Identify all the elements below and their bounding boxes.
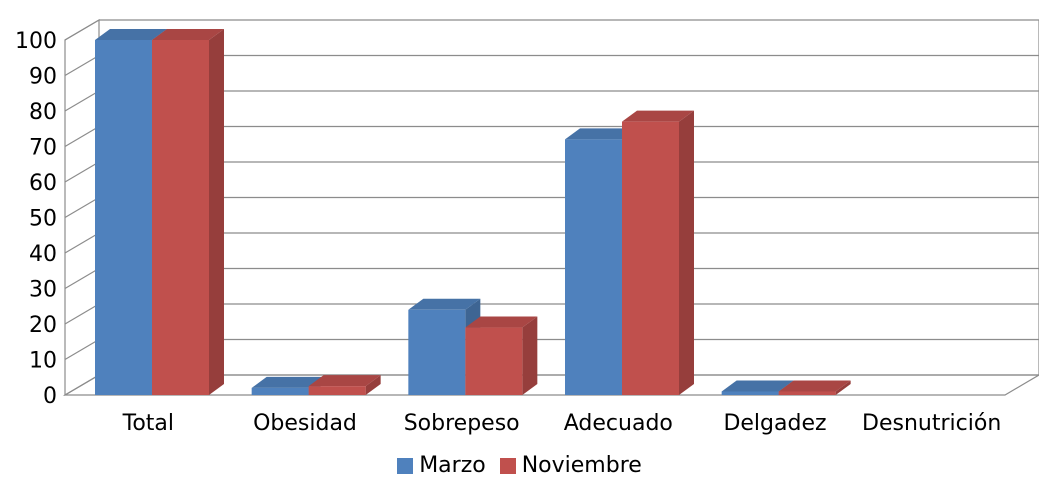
bar-side: [679, 110, 694, 396]
bar-top: [622, 110, 694, 122]
bar-front: [152, 40, 209, 395]
bar-noviembre-sobrepeso: [465, 316, 538, 395]
gridline-side: [64, 338, 100, 361]
y-tick-label: 20: [29, 313, 57, 338]
gridline-side: [64, 267, 100, 290]
bar-marzo-total: [95, 29, 167, 395]
y-tick-label: 60: [29, 171, 57, 196]
bar-noviembre-delgadez: [778, 380, 851, 395]
y-tick-label: 30: [29, 278, 57, 303]
bar-front: [308, 386, 366, 395]
bar-front: [565, 139, 622, 395]
bar-top: [95, 29, 167, 40]
bar-top: [408, 298, 481, 310]
y-axis-ticks: 0 10 20 30 40 50 60 70 80 90 100: [15, 29, 57, 409]
bar-noviembre-obesidad: [308, 375, 381, 395]
bar-side: [365, 375, 381, 395]
x-axis-categories: Total Obesidad Sobrepeso Adecuado Delgadez De…: [122, 411, 1002, 436]
y-tick-label: 10: [29, 349, 57, 374]
gridline-side: [64, 90, 100, 112]
y-tick-label: 0: [43, 384, 57, 409]
bar-noviembre-total: [152, 29, 224, 395]
y-tick-label: 70: [29, 136, 57, 161]
bar-top: [778, 380, 851, 392]
gridline-side: [64, 196, 100, 219]
gridline-side: [64, 54, 100, 77]
x-category-2: Sobrepeso: [404, 411, 520, 436]
bar-top: [251, 376, 324, 388]
bar-top: [308, 375, 381, 387]
y-tick-label: 50: [29, 207, 57, 232]
x-category-5: Desnutrición: [862, 411, 1001, 436]
legend-swatch-marzo: [397, 457, 414, 474]
bar-side: [522, 316, 538, 395]
gridline-side: [64, 374, 100, 396]
x-category-3: Adecuado: [564, 411, 673, 436]
gridline-side: [64, 161, 100, 183]
x-category-0: Total: [122, 411, 174, 436]
legend-swatch-noviembre: [499, 457, 516, 474]
y-tick-label: 80: [29, 100, 57, 125]
bar-front: [465, 327, 523, 395]
legend-item-marzo: Marzo: [397, 453, 486, 478]
y-tick-label: 40: [29, 242, 57, 267]
bar-side: [209, 29, 224, 395]
gridline-side: [64, 19, 100, 41]
bar-front: [95, 40, 152, 395]
legend: Marzo Noviembre: [0, 453, 1039, 478]
bar-top: [152, 29, 224, 40]
legend-item-noviembre: Noviembre: [499, 453, 642, 478]
bar-front: [778, 391, 836, 395]
bar-top: [465, 316, 538, 328]
bar-front: [408, 309, 466, 395]
x-category-1: Obesidad: [253, 411, 357, 436]
x-category-4: Delgadez: [723, 411, 826, 436]
bar-front: [622, 121, 679, 396]
gridline-side: [64, 125, 100, 148]
y-tick-label: 90: [29, 65, 57, 90]
bar-top: [565, 128, 637, 140]
legend-label-noviembre: Noviembre: [521, 453, 642, 478]
bar-side: [835, 380, 851, 395]
gridline-side: [64, 232, 100, 254]
bar-noviembre-adecuado: [622, 110, 694, 396]
y-tick-label: 100: [15, 29, 57, 54]
legend-label-marzo: Marzo: [419, 453, 486, 478]
bar-front: [721, 391, 779, 395]
bar-top: [721, 380, 794, 392]
bars: [95, 29, 851, 396]
bar-front: [251, 387, 309, 395]
gridline-side: [64, 303, 100, 325]
